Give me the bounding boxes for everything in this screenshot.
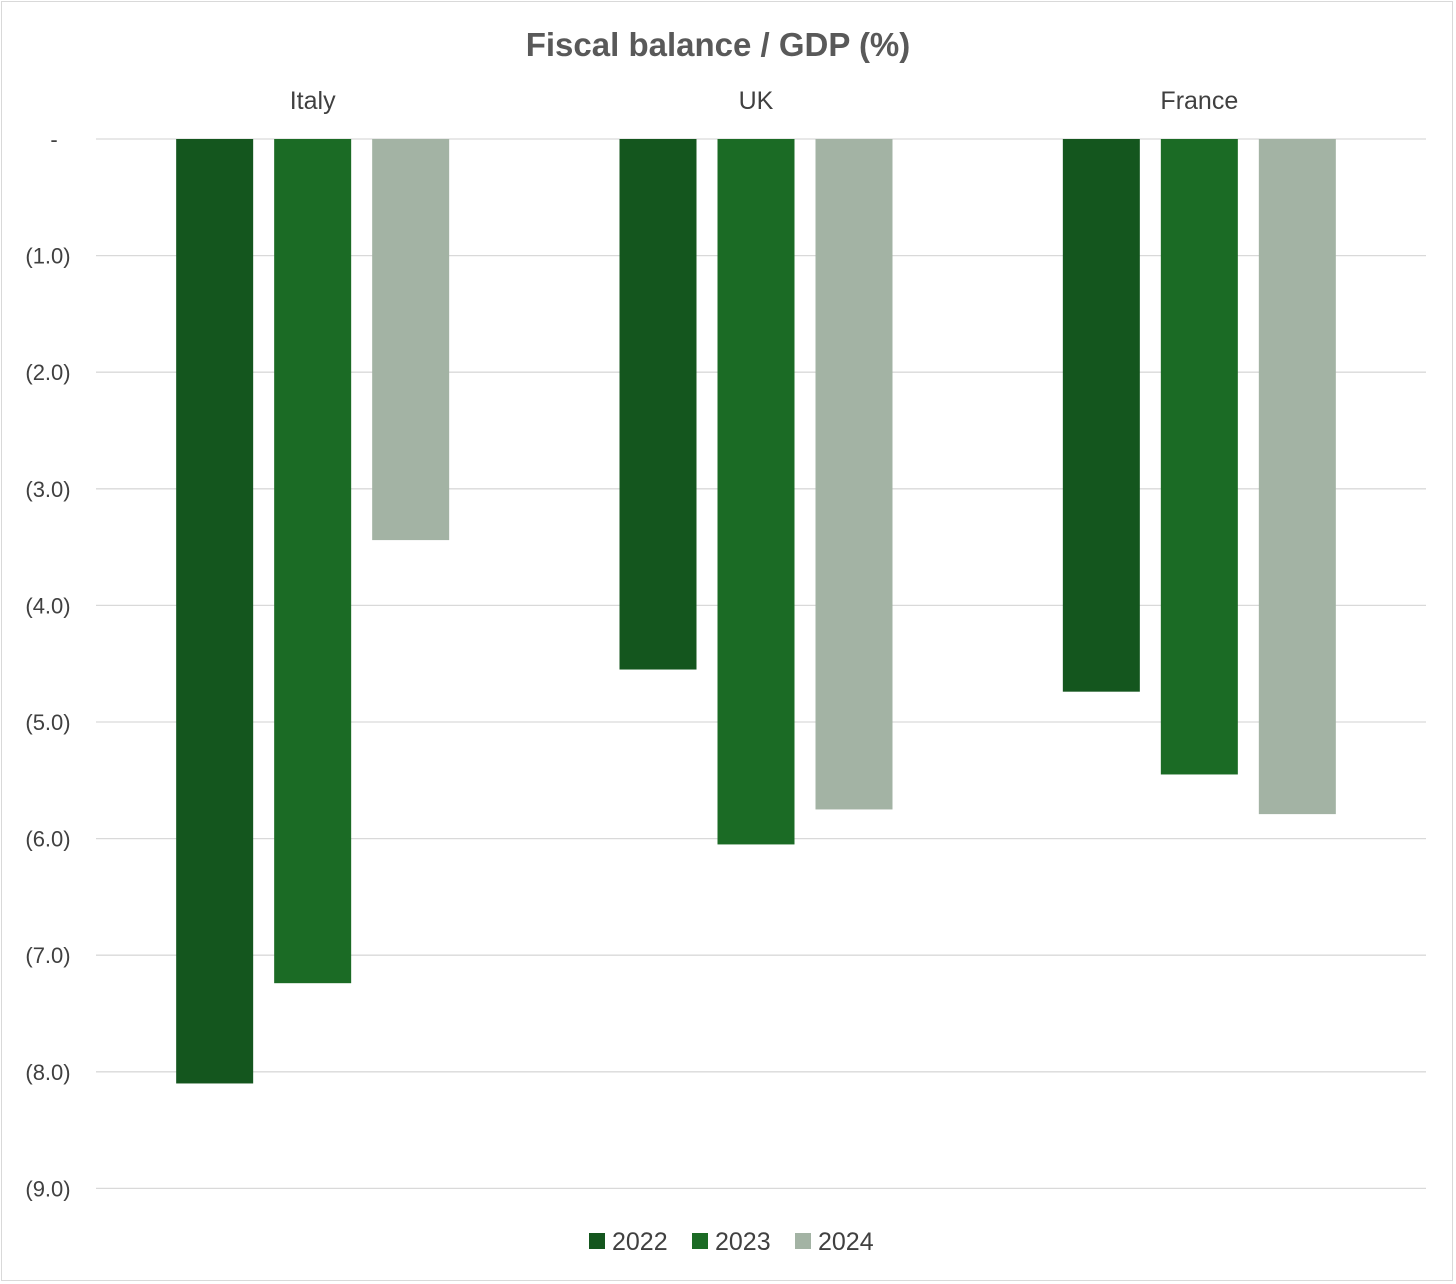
y-tick-label: (8.0) xyxy=(25,1060,70,1085)
bars xyxy=(176,139,1336,1084)
category-label: Italy xyxy=(290,87,336,115)
legend: 2022 2023 2024 xyxy=(589,1228,874,1256)
legend-label: 2024 xyxy=(818,1228,874,1256)
y-axis-tick-labels: - (1.0) (2.0) (3.0) (4.0) (5.0) (6.0) (7.0) (8.0… xyxy=(25,127,70,1201)
legend-swatch-2024 xyxy=(795,1233,811,1249)
legend-swatch-2023 xyxy=(692,1233,708,1249)
y-tick-label: (3.0) xyxy=(25,477,70,502)
bar-uk-2022 xyxy=(619,139,697,670)
y-tick-label: (4.0) xyxy=(25,593,70,618)
y-tick-label: (9.0) xyxy=(25,1176,70,1201)
bar-italy-2022 xyxy=(176,139,254,1084)
y-tick-label: (1.0) xyxy=(25,244,70,269)
legend-label: 2023 xyxy=(715,1228,771,1256)
bar-france-2022 xyxy=(1062,139,1140,692)
bar-italy-2024 xyxy=(372,139,450,541)
y-tick-label: (5.0) xyxy=(25,710,70,735)
bar-italy-2023 xyxy=(274,139,352,984)
bar-uk-2024 xyxy=(815,139,893,810)
chart-title: Fiscal balance / GDP (%) xyxy=(526,26,911,63)
legend-label: 2022 xyxy=(612,1228,668,1256)
y-tick-label: - xyxy=(50,127,57,152)
bar-france-2024 xyxy=(1258,139,1336,815)
category-label: UK xyxy=(739,87,774,115)
y-tick-label: (6.0) xyxy=(25,827,70,852)
bar-france-2023 xyxy=(1160,139,1238,775)
y-tick-label: (7.0) xyxy=(25,943,70,968)
y-tick-label: (2.0) xyxy=(25,360,70,385)
legend-swatch-2022 xyxy=(589,1233,605,1249)
category-label: France xyxy=(1160,87,1238,115)
category-labels: Italy UK France xyxy=(290,87,1239,115)
bar-uk-2023 xyxy=(717,139,795,845)
